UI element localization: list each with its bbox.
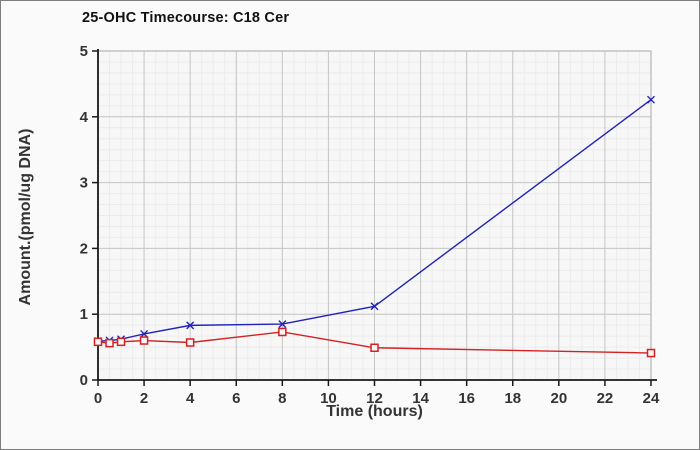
marker-square [116,337,126,347]
x-tick-label: 18 [504,390,521,407]
y-tick-label: 3 [80,175,88,192]
y-tick-label: 4 [80,109,89,126]
marker-square [185,338,195,347]
y-tick-label: 1 [80,306,88,323]
x-axis-label: Time (hours) [326,403,423,420]
marker-square [370,343,379,353]
y-axis-label: Amount.(pmol/ug DNA) [17,128,34,306]
marker-square [105,338,114,348]
x-tick-label: 16 [458,390,475,407]
x-tick-label: 14 [412,390,429,407]
x-tick-label: 24 [643,390,660,407]
marker-square [139,336,149,345]
x-tick-label: 20 [550,390,567,407]
marker-x [370,302,379,311]
y-tick-label: 0 [80,372,88,389]
x-tick-label: 2 [140,390,148,407]
chart-title: 25-OHC Timecourse: C18 Cer [82,10,290,26]
y-tick-label: 2 [80,240,88,257]
marker-square [278,327,287,337]
x-tick-label: 4 [186,390,195,407]
x-tick-label: 10 [320,390,337,407]
marker-square [93,337,103,347]
x-tick-label: 0 [94,390,102,407]
x-tick-label: 12 [366,390,383,407]
marker-x [647,95,655,104]
y-tick-label: 5 [80,43,88,60]
x-tick-label: 22 [597,390,614,407]
marker-square [646,348,656,358]
marker-x [278,320,287,329]
marker-x [186,321,195,330]
x-tick-label: 6 [232,390,240,407]
x-tick-label: 8 [278,390,286,407]
